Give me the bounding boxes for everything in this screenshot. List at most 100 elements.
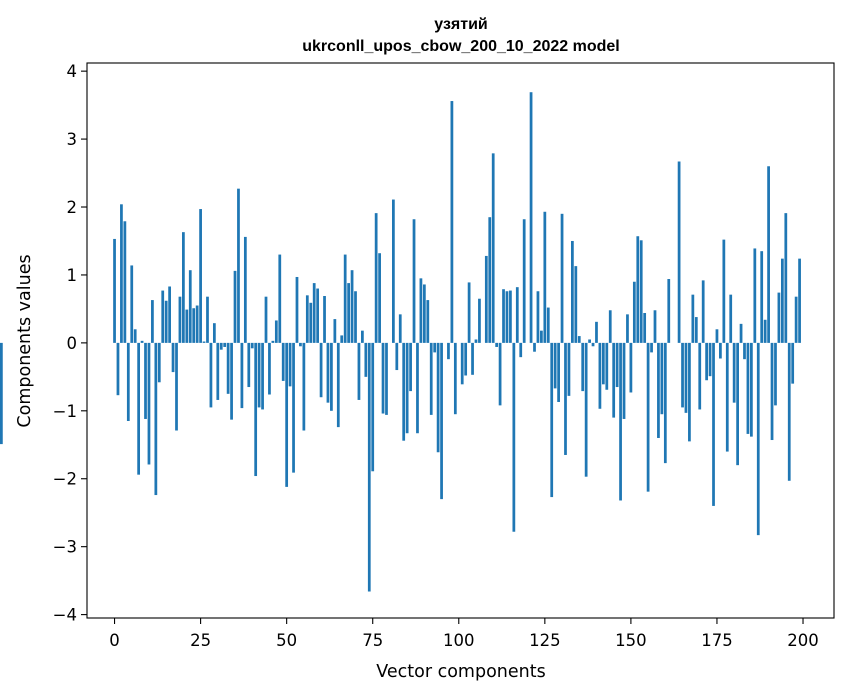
bar-39 [247,342,251,388]
x-tick-label: 100 [443,631,475,650]
bar-158 [657,342,660,438]
bar-44 [264,296,268,343]
bar-185 [750,342,753,437]
bar-46 [271,340,275,343]
bar-85 [405,342,409,434]
bar-164 [677,161,681,343]
bar-122 [533,342,536,352]
bar-52 [292,342,295,473]
bar-149 [626,314,629,343]
bar-112 [498,342,502,406]
bar-189 [763,319,767,343]
bar-157 [653,310,657,343]
bar-61 [323,296,326,343]
bar-18 [175,342,178,431]
bar-76 [374,213,378,343]
bar-24 [195,305,199,343]
bar-60 [319,342,323,398]
bar-23 [192,308,196,343]
bar-81 [392,199,395,343]
bar-121 [529,92,533,343]
bar-15 [164,300,168,343]
bar-144 [608,310,612,343]
bar-132 [567,342,571,396]
bar-165 [681,342,684,408]
bar-11 [151,300,154,343]
bar-197 [791,342,795,384]
bar-143 [605,342,609,390]
y-tick-label: −4 [53,606,77,625]
bar-128 [553,342,557,389]
bar-93 [433,342,437,353]
x-axis-ticks: 0 25 50 75 100 125 150 175 200 [109,618,819,650]
bar-7 [137,342,141,475]
bar-131 [564,342,567,455]
bar-48 [278,254,282,343]
bar-174 [712,342,715,506]
bar-195 [784,213,788,343]
bar-72 [361,330,364,343]
bar-159 [660,342,664,415]
bar-153 [639,240,643,343]
bar-5 [130,265,134,343]
bar-147 [619,342,622,501]
bar-53 [295,276,299,343]
bar-129 [557,342,560,402]
bar-62 [326,342,330,403]
bar-133 [571,240,574,343]
bar-113 [502,289,505,343]
x-tick-label: 75 [362,631,383,650]
x-tick-label: 125 [529,631,561,650]
bar-126 [546,307,550,343]
bar-3 [123,221,127,343]
bar-58 [312,283,316,343]
y-tick-label: −3 [53,538,77,557]
bar-190 [767,166,770,343]
bar-1 [116,342,120,396]
bar-91 [426,300,430,343]
bar-110 [491,153,495,343]
bar-130 [560,213,564,343]
bar-63 [330,342,333,411]
bar-173 [708,342,712,377]
bar-186 [753,248,757,343]
bar-16 [168,286,171,343]
bar-42 [257,342,261,408]
bar-166 [684,342,688,413]
bar-56 [305,295,309,343]
bar-undefined [0,342,3,445]
bar-71 [357,342,361,400]
bar-69 [350,270,354,343]
bar-103 [467,282,471,343]
bar-145 [612,342,616,418]
bar-88 [416,342,419,434]
bar-150 [629,342,633,393]
bar-83 [398,314,402,343]
y-tick-label: −1 [53,402,77,421]
bar-135 [577,336,581,343]
bar-177 [722,239,726,343]
x-tick-label: 150 [615,631,647,650]
bar-14 [161,290,165,343]
y-tick-label: 3 [67,130,78,149]
bar-192 [774,342,777,406]
bar-54 [299,342,302,347]
bar-182 [739,323,743,343]
y-tick-label: 0 [67,334,78,353]
bar-6 [133,329,137,343]
bar-152 [636,236,640,343]
bar-38 [243,236,247,343]
bar-74 [367,342,371,592]
bar-198 [794,296,798,343]
bar-111 [495,342,499,347]
bar-0 [113,238,116,343]
bar-136 [581,342,585,392]
bar-178 [725,342,729,452]
bar-125 [543,211,547,343]
bar-68 [347,283,350,343]
bar-10 [147,342,151,465]
bar-70 [354,291,357,343]
bar-117 [515,287,519,343]
bar-102 [464,342,468,376]
